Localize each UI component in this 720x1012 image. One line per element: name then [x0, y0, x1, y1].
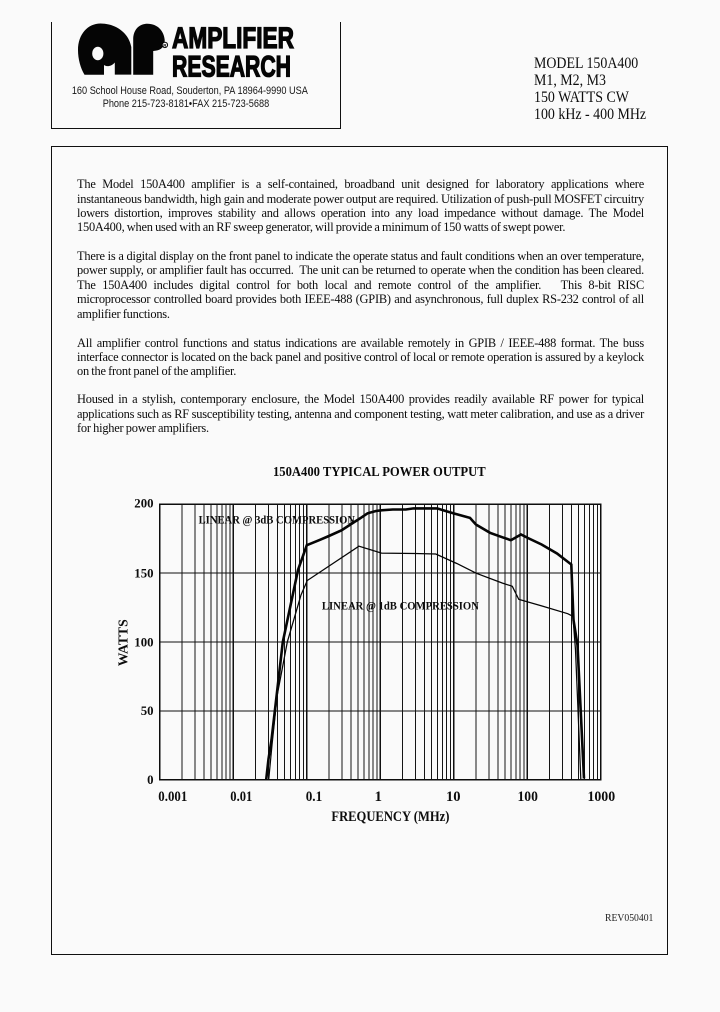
svg-text:1000: 1000: [587, 789, 615, 805]
svg-text:LINEAR @ 1dB COMPRESSION: LINEAR @ 1dB COMPRESSION: [322, 598, 479, 612]
svg-text:0.1: 0.1: [306, 789, 323, 805]
svg-text:0.001: 0.001: [158, 789, 187, 805]
svg-text:RESEARCH: RESEARCH: [172, 50, 291, 83]
svg-text:AMPLIFIER: AMPLIFIER: [172, 22, 294, 55]
svg-text:0: 0: [147, 773, 153, 787]
svg-text:1: 1: [375, 789, 383, 805]
svg-text:100: 100: [518, 789, 538, 805]
svg-text:150: 150: [134, 566, 153, 580]
svg-text:R: R: [163, 43, 167, 48]
svg-text:0.01: 0.01: [230, 789, 252, 805]
svg-text:100: 100: [134, 635, 153, 649]
svg-text:200: 200: [134, 497, 153, 511]
svg-text:WATTS: WATTS: [116, 619, 131, 666]
svg-text:50: 50: [141, 704, 154, 718]
svg-text:LINEAR @ 3dB COMPRESSION: LINEAR @ 3dB COMPRESSION: [199, 512, 356, 526]
svg-text:10: 10: [446, 789, 461, 805]
svg-text:FREQUENCY (MHz): FREQUENCY (MHz): [331, 809, 449, 825]
